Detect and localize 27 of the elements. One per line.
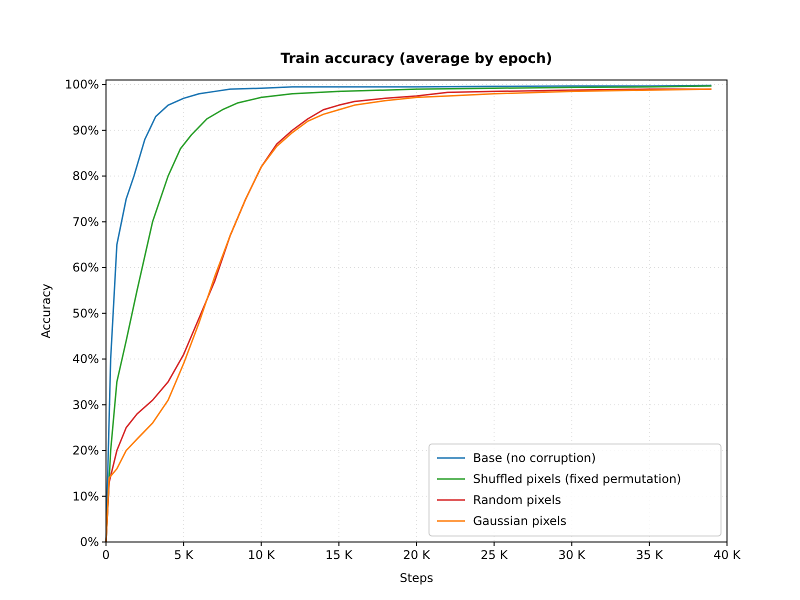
x-tick-label: 10 K xyxy=(248,548,276,562)
legend-label: Random pixels xyxy=(473,493,562,507)
y-tick-label: 50% xyxy=(72,306,99,320)
y-axis-title: Accuracy xyxy=(39,284,53,338)
y-tick-label: 80% xyxy=(72,169,99,184)
y-tick-label: 30% xyxy=(72,398,99,412)
y-tick-label: 0% xyxy=(80,535,99,549)
x-tick-label: 0 xyxy=(102,548,110,562)
y-tick-label: 20% xyxy=(72,444,99,458)
x-tick-label: 40 K xyxy=(714,548,742,562)
legend-label: Shuffled pixels (fixed permutation) xyxy=(473,472,682,486)
chart-title: Train accuracy (average by epoch) xyxy=(280,51,552,67)
y-tick-label: 70% xyxy=(72,214,99,229)
legend-label: Base (no corruption) xyxy=(473,451,596,465)
x-tick-label: 15 K xyxy=(325,548,354,562)
legend-label: Gaussian pixels xyxy=(473,514,567,528)
y-tick-label: 60% xyxy=(72,260,99,275)
x-tick-label: 25 K xyxy=(480,548,509,562)
x-tick-label: 20 K xyxy=(403,548,432,562)
y-tick-label: 100% xyxy=(64,78,99,92)
y-tick-label: 10% xyxy=(72,489,99,504)
x-axis-title: Steps xyxy=(400,571,434,585)
y-tick-label: 90% xyxy=(72,123,99,138)
x-tick-label: 30 K xyxy=(558,548,586,562)
x-tick-label: 5 K xyxy=(174,548,194,562)
y-tick-label: 40% xyxy=(72,352,99,366)
x-tick-label: 35 K xyxy=(636,548,664,562)
